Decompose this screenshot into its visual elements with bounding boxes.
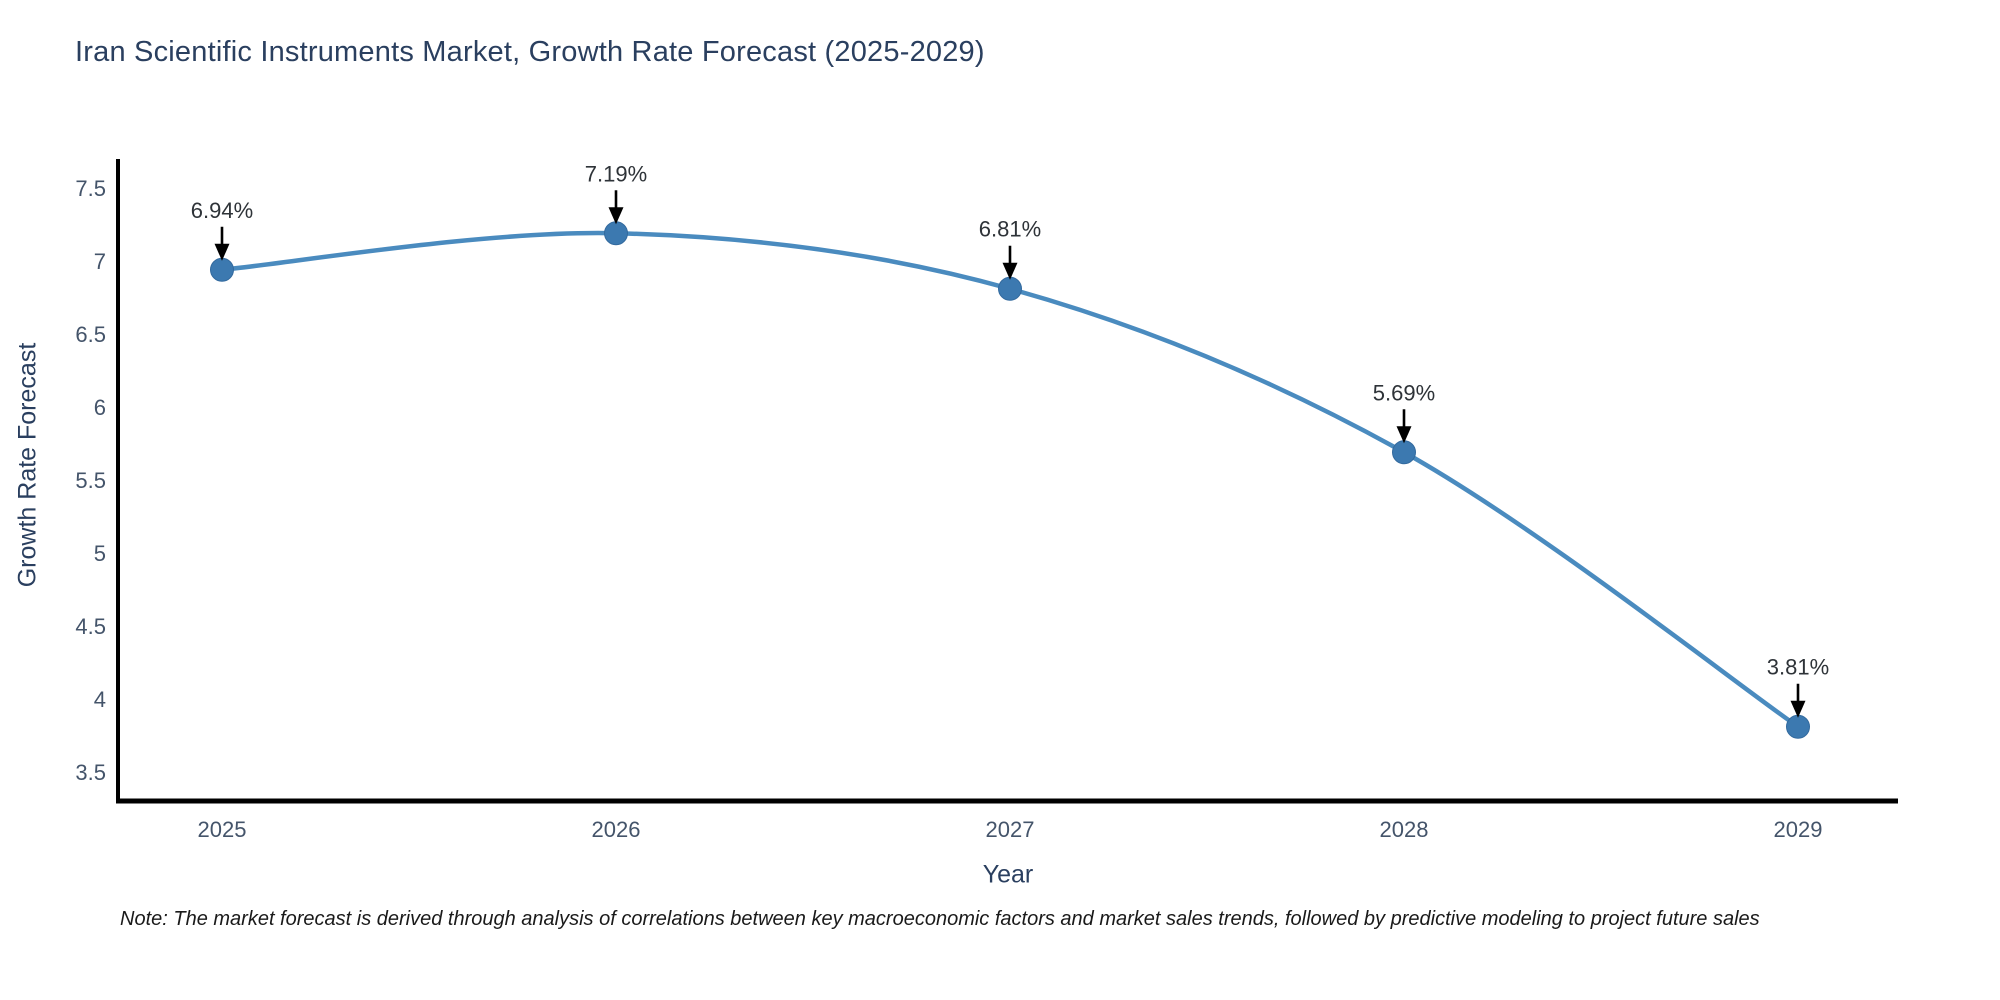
annotation-arrow-head bbox=[608, 207, 624, 225]
annotation-arrow-head bbox=[214, 243, 230, 261]
y-tick-label: 7.5 bbox=[75, 176, 106, 201]
y-tick-label: 6 bbox=[94, 395, 106, 420]
point-value-label: 7.19% bbox=[585, 161, 647, 186]
annotation-arrow-head bbox=[1790, 700, 1806, 718]
data-point-marker bbox=[998, 276, 1022, 301]
x-tick-label: 2025 bbox=[198, 817, 247, 842]
axes bbox=[116, 159, 1898, 804]
y-tick-label: 7 bbox=[94, 249, 106, 274]
y-tick-label: 4.5 bbox=[75, 614, 106, 639]
x-tick-label: 2028 bbox=[1380, 817, 1429, 842]
annotation-arrow-head bbox=[1002, 262, 1018, 280]
y-tick-label: 6.5 bbox=[75, 322, 106, 347]
data-point-marker bbox=[1786, 714, 1810, 739]
series-line-group bbox=[219, 230, 1801, 729]
y-tick-label: 4 bbox=[94, 687, 106, 712]
y-tick-labels: 7.5 7 6.5 6 5.5 5 4.5 4 3.5 bbox=[75, 176, 106, 785]
x-tick-label: 2027 bbox=[986, 817, 1035, 842]
point-value-label: 6.94% bbox=[191, 198, 253, 223]
point-value-label: 5.69% bbox=[1373, 380, 1435, 405]
annotation-arrow-head bbox=[1396, 426, 1412, 444]
point-value-label: 6.81% bbox=[979, 217, 1041, 242]
x-tick-label: 2029 bbox=[1774, 817, 1823, 842]
data-point-markers bbox=[210, 221, 1810, 739]
point-value-label: 3.81% bbox=[1767, 655, 1829, 680]
data-point-marker bbox=[1392, 440, 1416, 465]
x-tick-label: 2026 bbox=[592, 817, 641, 842]
data-point-marker bbox=[604, 221, 628, 246]
data-point-marker bbox=[210, 257, 234, 282]
x-axis-title: Year bbox=[982, 860, 1034, 889]
x-tick-labels: 2025 2026 2027 2028 2029 bbox=[198, 817, 1823, 842]
chart-title: Iran Scientific Instruments Market, Grow… bbox=[75, 36, 985, 68]
y-tick-label: 5 bbox=[94, 541, 106, 566]
series-line bbox=[219, 230, 1801, 729]
point-annotations: 6.94% 7.19% 6.81% 5.69% 3.81% bbox=[191, 161, 1829, 718]
y-tick-label: 3.5 bbox=[75, 760, 106, 785]
footnote: Note: The market forecast is derived thr… bbox=[120, 908, 1760, 930]
y-tick-label: 5.5 bbox=[75, 468, 106, 493]
